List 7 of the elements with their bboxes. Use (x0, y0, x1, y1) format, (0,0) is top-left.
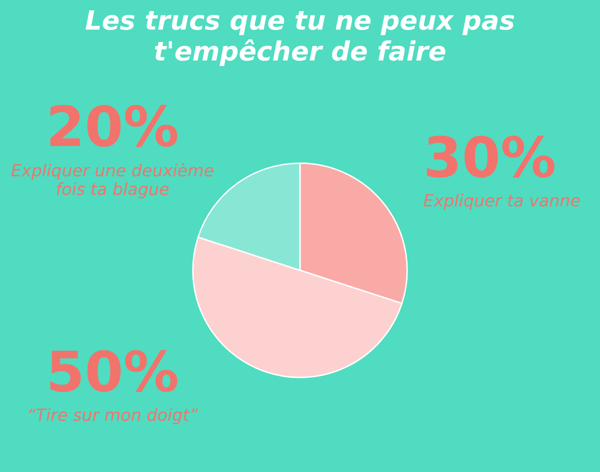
data-label: 50% (50, 350, 178, 392)
data-label: 20% (50, 104, 178, 147)
chart-title: Les trucs que tu ne peux pas t'empêcher de faire (86, 10, 514, 66)
data-label: 30% (426, 136, 554, 178)
slice-label: “Tire sur mon doigt” (29, 408, 198, 424)
slice-label: Expliquer ta vanne (424, 194, 580, 210)
slice-label: Expliquer une deuxième fois ta blague (11, 162, 214, 198)
